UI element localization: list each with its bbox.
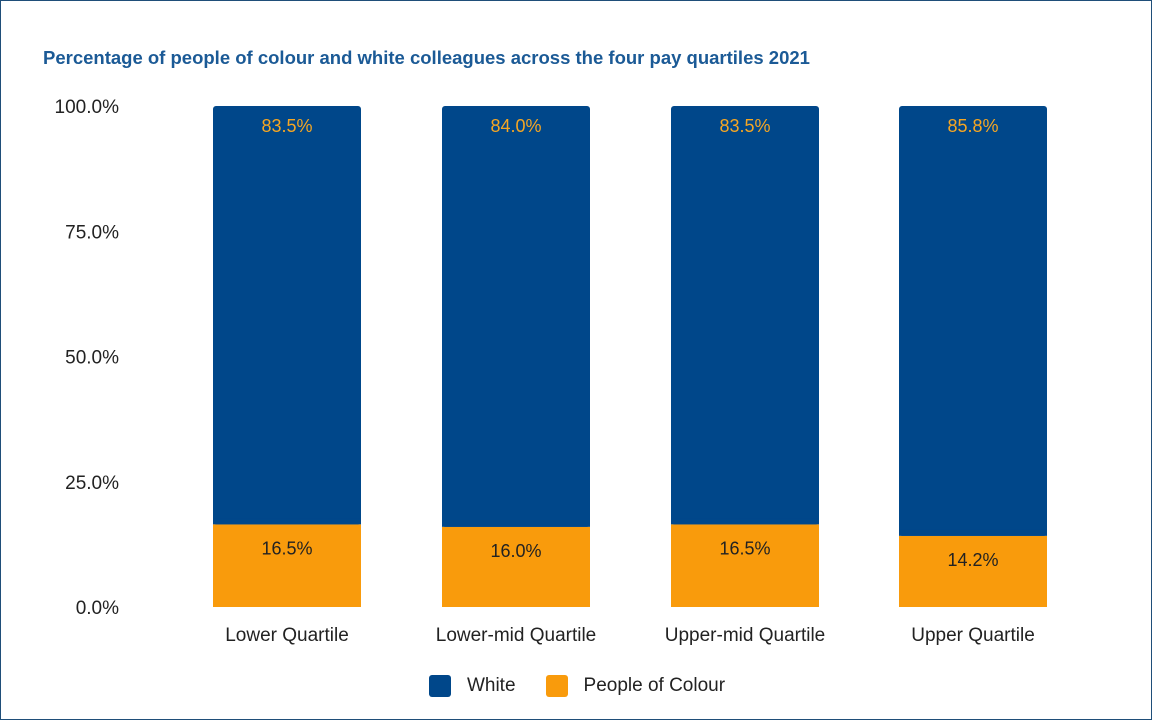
- bar-white-base: [899, 529, 1047, 536]
- data-label-people-of-colour: 16.0%: [490, 541, 541, 561]
- bar-white: [213, 106, 361, 525]
- legend-item-white: White: [428, 675, 516, 697]
- data-label-people-of-colour: 16.5%: [261, 538, 312, 558]
- legend-swatch-white: [428, 675, 451, 697]
- y-tick-label: 75.0%: [65, 222, 119, 243]
- bar-white-base: [671, 518, 819, 525]
- chart-legend: White People of Colour: [1, 675, 1152, 697]
- bar-people-of-colour: [442, 526, 590, 607]
- data-label-white: 83.5%: [261, 116, 312, 136]
- x-tick-label: Upper-mid Quartile: [665, 625, 826, 646]
- y-tick-label: 100.0%: [55, 97, 120, 118]
- x-tick-label: Lower-mid Quartile: [436, 625, 597, 646]
- data-label-people-of-colour: 14.2%: [947, 550, 998, 570]
- data-label-white: 85.8%: [947, 116, 998, 136]
- legend-label-people-of-colour: People of Colour: [583, 675, 726, 696]
- bar-white: [442, 106, 590, 527]
- x-tick-label: Upper Quartile: [911, 625, 1035, 646]
- x-tick-label: Lower Quartile: [225, 625, 349, 646]
- bar-white: [671, 106, 819, 525]
- legend-item-people-of-colour: People of Colour: [545, 675, 726, 697]
- bar-white-base: [442, 520, 590, 527]
- y-tick-label: 50.0%: [65, 348, 119, 369]
- data-label-people-of-colour: 16.5%: [719, 538, 770, 558]
- legend-swatch-people-of-colour: [545, 675, 568, 697]
- chart-title: Percentage of people of colour and white…: [43, 47, 810, 68]
- data-label-white: 83.5%: [719, 116, 770, 136]
- y-tick-label: 25.0%: [65, 473, 119, 494]
- bar-people-of-colour: [213, 524, 361, 607]
- y-tick-label: 0.0%: [76, 598, 119, 619]
- legend-label-white: White: [466, 675, 516, 696]
- bar-people-of-colour: [899, 535, 1047, 607]
- bar-white: [899, 106, 1047, 536]
- bar-people-of-colour: [671, 524, 819, 607]
- bar-white-base: [213, 518, 361, 525]
- data-label-white: 84.0%: [490, 116, 541, 136]
